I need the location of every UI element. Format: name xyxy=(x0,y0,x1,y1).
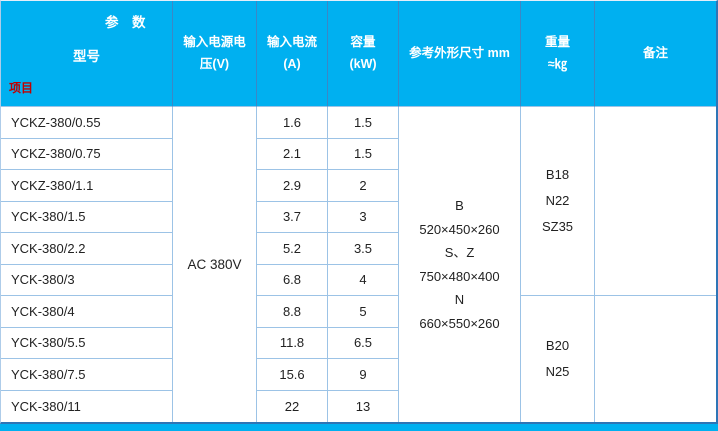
header-line: 重量 xyxy=(544,34,570,49)
dimensions-merged-cell: B 520×450×260 S、Z 750×480×400 N 660×550×… xyxy=(399,107,521,422)
current-cell: 15.6 xyxy=(257,359,328,391)
capacity-cell: 5 xyxy=(328,296,399,328)
notes-cell-2 xyxy=(595,296,716,422)
capacity-cell: 1.5 xyxy=(328,107,399,139)
weight-line: B18 xyxy=(545,167,570,182)
capacity-cell: 3.5 xyxy=(328,233,399,265)
model-cell: YCKZ-380/0.55 xyxy=(1,107,173,139)
current-cell: 22 xyxy=(257,390,328,422)
header-line: 容量 xyxy=(350,34,376,49)
bottom-accent-strip xyxy=(0,424,718,431)
header-line: ≈㎏ xyxy=(547,56,568,71)
corner-model-label: 型号 xyxy=(73,49,100,64)
header-weight: 重量 ≈㎏ xyxy=(521,1,595,107)
weight-line: B20 xyxy=(545,338,570,353)
header-line: 输入电流 xyxy=(266,34,317,49)
header-dimensions: 参考外形尺寸 mm xyxy=(399,1,521,107)
current-cell: 2.9 xyxy=(257,170,328,202)
current-cell: 11.8 xyxy=(257,327,328,359)
model-cell: YCK-380/4 xyxy=(1,296,173,328)
current-cell: 1.6 xyxy=(257,107,328,139)
header-line: 参考外形尺寸 mm xyxy=(409,45,510,60)
current-cell: 2.1 xyxy=(257,138,328,170)
weight-line: SZ35 xyxy=(541,219,574,234)
current-cell: 3.7 xyxy=(257,201,328,233)
weight-group-cell-2: B20 N25 xyxy=(521,296,595,422)
dimensions-line: S、Z xyxy=(444,245,475,260)
model-cell: YCK-380/5.5 xyxy=(1,327,173,359)
header-notes: 备注 xyxy=(595,1,716,107)
header-input-voltage: 输入电源电 压(V) xyxy=(173,1,257,107)
current-cell: 5.2 xyxy=(257,233,328,265)
model-cell: YCK-380/11 xyxy=(1,390,173,422)
capacity-cell: 2 xyxy=(328,170,399,202)
weight-group-cell-1: B18 N22 SZ35 xyxy=(521,107,595,296)
header-capacity: 容量 (kW) xyxy=(328,1,399,107)
header-input-current: 输入电流 (A) xyxy=(257,1,328,107)
weight-line: N22 xyxy=(545,193,570,208)
header-line: 备注 xyxy=(642,45,668,60)
current-cell: 8.8 xyxy=(257,296,328,328)
corner-item-label: 项目 xyxy=(9,81,34,95)
model-cell: YCK-380/2.2 xyxy=(1,233,173,265)
weight-line: N25 xyxy=(545,364,570,379)
dimensions-line: 520×450×260 xyxy=(419,221,500,237)
model-cell: YCK-380/7.5 xyxy=(1,359,173,391)
header-line: (A) xyxy=(283,56,301,71)
capacity-cell: 6.5 xyxy=(328,327,399,359)
dimensions-line: B xyxy=(455,198,464,213)
corner-param-label: 参 数 xyxy=(105,15,146,30)
notes-cell-1 xyxy=(595,107,716,296)
dimensions-line: 660×550×260 xyxy=(419,315,500,331)
capacity-cell: 1.5 xyxy=(328,138,399,170)
header-line: 输入电源电 xyxy=(183,34,246,49)
capacity-cell: 4 xyxy=(328,264,399,296)
current-cell: 6.8 xyxy=(257,264,328,296)
voltage-merged-cell: AC 380V xyxy=(173,107,257,422)
model-cell: YCK-380/3 xyxy=(1,264,173,296)
header-corner-cell: 参 数 型号 项目 xyxy=(1,1,173,107)
model-cell: YCKZ-380/1.1 xyxy=(1,170,173,202)
capacity-cell: 3 xyxy=(328,201,399,233)
model-cell: YCK-380/1.5 xyxy=(1,201,173,233)
capacity-cell: 9 xyxy=(328,359,399,391)
model-cell: YCKZ-380/0.75 xyxy=(1,138,173,170)
capacity-cell: 13 xyxy=(328,390,399,422)
dimensions-line: 750×480×400 xyxy=(419,268,500,284)
header-line: 压(V) xyxy=(199,56,230,71)
header-line: (kW) xyxy=(349,56,377,71)
dimensions-line: N xyxy=(454,292,465,307)
